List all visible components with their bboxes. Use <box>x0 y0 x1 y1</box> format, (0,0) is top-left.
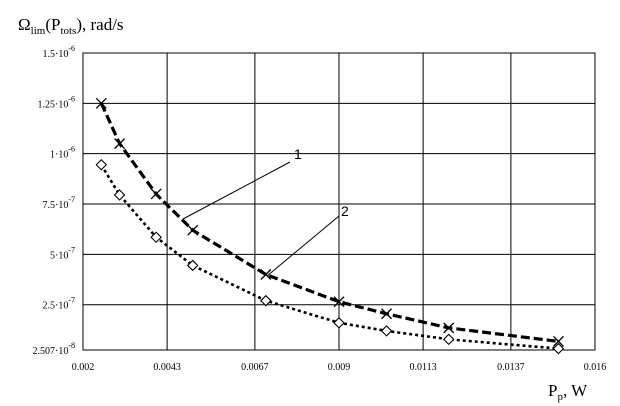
x-axis-label-sub: p <box>557 391 563 403</box>
marker-x <box>95 97 107 109</box>
y-tick-label: 2.507·10-8 <box>32 341 75 357</box>
x-tick-label: 0.0137 <box>497 362 525 373</box>
y-axis-label-main: Ω <box>18 15 31 34</box>
y-tick-exponent: -7 <box>68 195 75 204</box>
x-tick-label: 0.0043 <box>153 362 181 373</box>
marker-x <box>552 335 564 347</box>
marker-x <box>443 322 455 334</box>
annotation-leader-2 <box>266 215 340 277</box>
marker-x <box>150 188 162 200</box>
y-tick-mantissa: 2.5·10 <box>42 301 68 312</box>
y-tick-mantissa: 1.5·10 <box>42 49 68 60</box>
y-tick-label: 2.5·10-7 <box>42 296 75 312</box>
x-axis-label: Pp, W <box>548 381 588 403</box>
y-tick-exponent: -8 <box>68 341 75 350</box>
y-tick-exponent: -6 <box>68 94 75 103</box>
y-axis-label-rest: (P <box>45 15 60 34</box>
y-tick-label: 1·10-6 <box>50 145 75 161</box>
x-tick-label: 0.0113 <box>410 362 437 373</box>
y-axis-label-sub2: tots <box>60 25 76 37</box>
y-tick-mantissa: 1·10 <box>50 150 68 161</box>
marker-diamond <box>552 342 565 355</box>
y-axis-label-tail: ), rad/s <box>76 15 123 34</box>
series-line <box>100 164 559 350</box>
x-axis-label-unit: , W <box>563 381 588 400</box>
marker-x <box>333 296 345 308</box>
annotations: 1 2 <box>182 146 349 277</box>
marker-diamond <box>333 317 345 329</box>
marker-x <box>260 269 272 280</box>
series-line <box>99 102 559 343</box>
y-tick-exponent: -7 <box>68 245 75 254</box>
annotation-leader-1 <box>182 161 291 220</box>
y-tick-mantissa: 1.25·10 <box>37 99 68 110</box>
y-tick-mantissa: 5·10 <box>50 250 68 261</box>
marker-diamond <box>150 231 162 244</box>
x-tick-label: 0.0067 <box>241 362 269 373</box>
x-tick-label: 0.009 <box>328 362 351 373</box>
y-tick-mantissa: 2.507·10 <box>32 346 68 357</box>
y-axis-label: Ωlim(Ptots), rad/s <box>18 15 124 37</box>
y-tick-label: 7.5·10-7 <box>42 195 75 211</box>
y-tick-mantissa: 7.5·10 <box>42 200 68 211</box>
marker-diamond <box>186 259 199 272</box>
marker-x <box>187 224 199 236</box>
y-tick-labels: 2.507·10-82.5·10-75·10-77.5·10-71·10-61.… <box>32 44 75 357</box>
marker-diamond <box>113 189 126 201</box>
y-tick-label: 1.5·10-6 <box>42 44 75 60</box>
x-tick-label: 0.016 <box>584 362 607 373</box>
y-tick-label: 5·10-7 <box>50 245 75 261</box>
marker-diamond <box>380 325 393 337</box>
x-tick-labels: 0.002 0.0043 0.0067 0.009 0.0113 0.0137 0.016 <box>72 362 607 373</box>
y-tick-exponent: -7 <box>68 296 75 305</box>
marker-diamond <box>95 158 108 171</box>
y-tick-label: 1.25·10-6 <box>37 94 75 110</box>
x-tick-label: 0.002 <box>72 362 95 373</box>
x-axis-label-main: P <box>548 381 557 400</box>
marker-diamond <box>260 294 272 307</box>
annotation-label-2: 2 <box>341 203 349 219</box>
marker-diamond <box>442 333 455 346</box>
grid <box>83 53 595 350</box>
series-1 <box>95 97 564 347</box>
marker-x <box>381 308 393 320</box>
y-axis-label-sub: lim <box>31 25 46 37</box>
annotation-label-1: 1 <box>294 146 302 162</box>
y-tick-exponent: -6 <box>68 44 75 53</box>
y-tick-exponent: -6 <box>68 145 75 154</box>
series-2 <box>95 158 565 355</box>
marker-x <box>114 138 126 150</box>
